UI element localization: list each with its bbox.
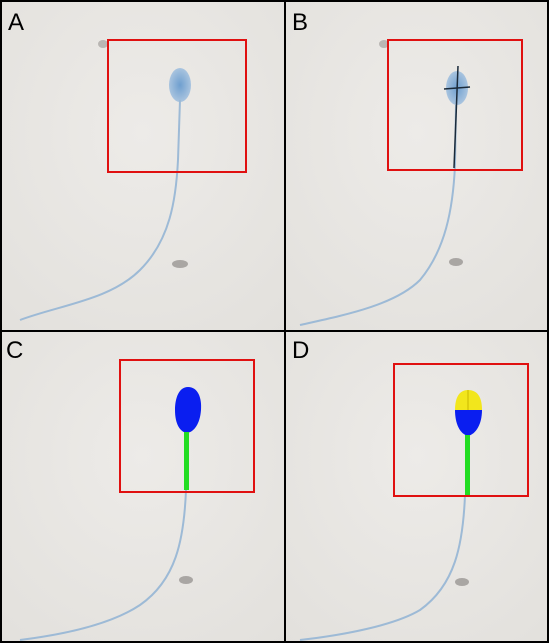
panel-b: B [285,0,549,331]
debris [455,578,469,586]
panel-label: B [292,9,308,36]
debris [172,260,188,268]
panel-background [285,331,549,643]
panel-label: A [8,9,24,36]
debris [179,576,193,584]
panel-c: C [0,331,285,643]
panel-label: C [6,337,23,364]
sperm-head [169,68,191,102]
panel-background [0,331,285,643]
panel-a: A [0,0,285,331]
midpiece [184,432,189,490]
debris [98,40,108,48]
figure: A B C D [0,0,549,643]
debris [449,258,463,266]
panel-label: D [292,337,309,364]
midpiece [465,435,470,495]
panel-background [0,0,285,331]
panel-background [285,0,549,331]
panel-d: D [285,331,549,643]
